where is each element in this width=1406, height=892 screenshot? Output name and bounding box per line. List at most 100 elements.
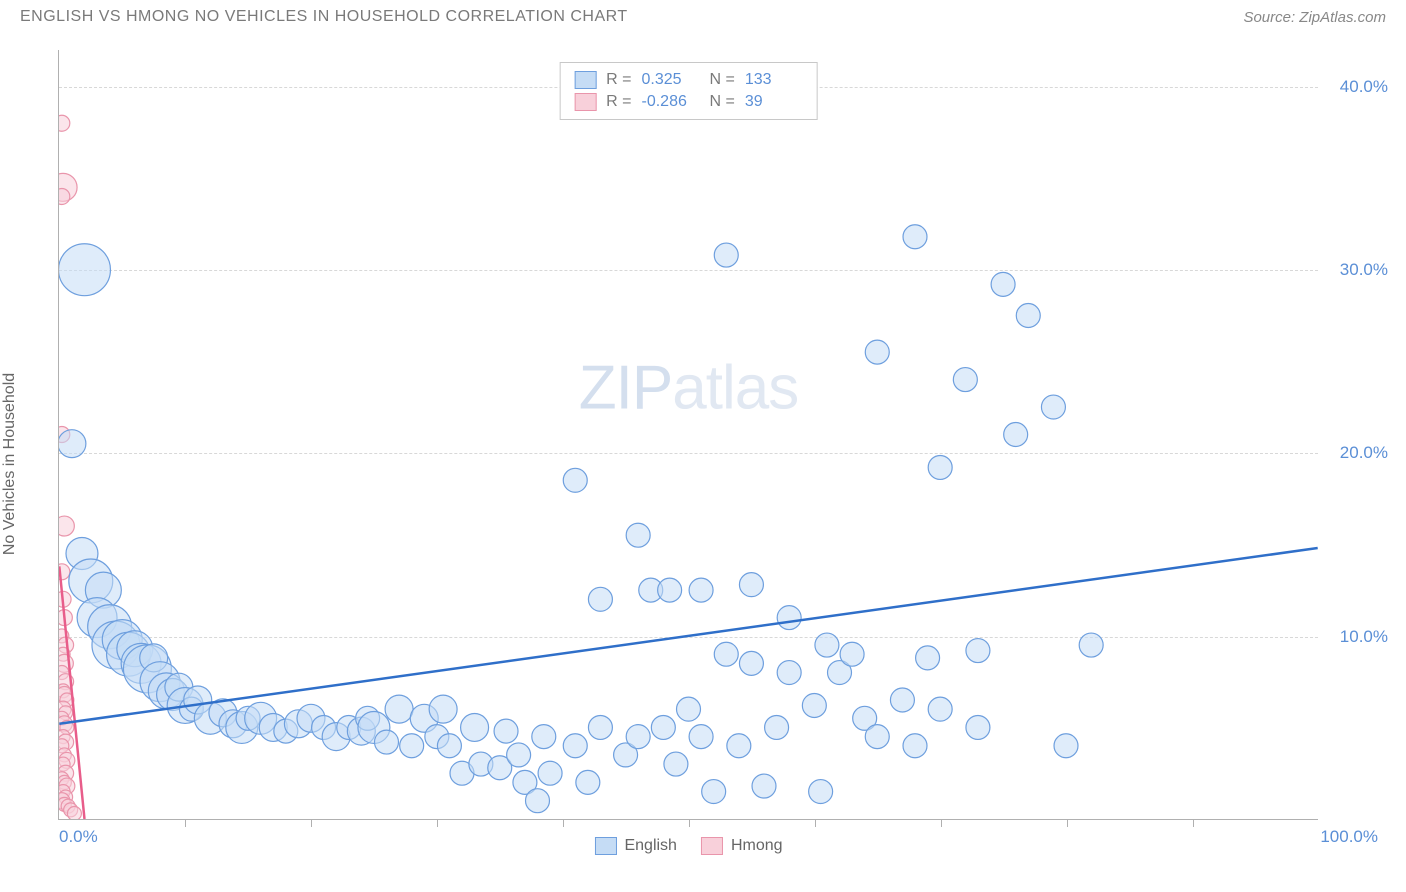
data-point: [928, 455, 952, 479]
data-point: [59, 516, 74, 536]
data-point: [840, 642, 864, 666]
data-point: [658, 578, 682, 602]
data-point: [765, 715, 789, 739]
data-point: [538, 761, 562, 785]
chart-title: ENGLISH VS HMONG NO VEHICLES IN HOUSEHOL…: [20, 8, 628, 26]
chart-header: ENGLISH VS HMONG NO VEHICLES IN HOUSEHOL…: [0, 0, 1406, 32]
x-tick: [185, 819, 186, 827]
x-tick: [1067, 819, 1068, 827]
legend-item-english: English: [594, 837, 676, 855]
x-tick: [1193, 819, 1194, 827]
data-point: [1004, 423, 1028, 447]
data-point: [928, 697, 952, 721]
y-axis-label: No Vehicles in Household: [1, 373, 19, 555]
r-value: -0.286: [642, 93, 700, 111]
chart-source: Source: ZipAtlas.com: [1243, 9, 1386, 26]
plot-area: ZIPatlas R = 0.325 N = 133 R = -0.286 N …: [58, 50, 1318, 820]
data-point: [1079, 633, 1103, 657]
x-tick-label: 0.0%: [59, 827, 98, 847]
data-point: [494, 719, 518, 743]
data-point: [400, 734, 424, 758]
x-tick: [311, 819, 312, 827]
data-point: [576, 770, 600, 794]
legend-item-hmong: Hmong: [701, 837, 783, 855]
x-tick: [941, 819, 942, 827]
data-point: [702, 780, 726, 804]
data-point: [67, 807, 81, 819]
swatch-blue-icon: [594, 837, 616, 855]
data-point: [429, 695, 457, 723]
x-tick: [689, 819, 690, 827]
data-point: [953, 368, 977, 392]
data-point: [59, 188, 70, 204]
data-point: [739, 573, 763, 597]
data-point: [59, 244, 110, 296]
r-label: R =: [606, 71, 631, 89]
data-point: [461, 713, 489, 741]
data-point: [991, 272, 1015, 296]
n-label: N =: [710, 71, 735, 89]
data-point: [532, 725, 556, 749]
scatter-svg: [59, 50, 1318, 819]
data-point: [714, 243, 738, 267]
r-label: R =: [606, 93, 631, 111]
data-point: [802, 693, 826, 717]
data-point: [714, 642, 738, 666]
data-point: [1016, 304, 1040, 328]
data-point: [59, 430, 86, 458]
data-point: [903, 734, 927, 758]
data-point: [916, 646, 940, 670]
data-point: [777, 606, 801, 630]
data-point: [809, 780, 833, 804]
swatch-blue-icon: [574, 71, 596, 89]
data-point: [777, 661, 801, 685]
y-tick-label: 10.0%: [1340, 627, 1388, 647]
legend-label: Hmong: [731, 837, 783, 855]
data-point: [526, 789, 550, 813]
data-point: [689, 578, 713, 602]
swatch-pink-icon: [701, 837, 723, 855]
data-point: [966, 715, 990, 739]
n-value: 133: [745, 71, 803, 89]
stats-row-english: R = 0.325 N = 133: [574, 69, 803, 91]
r-value: 0.325: [642, 71, 700, 89]
data-point: [375, 730, 399, 754]
stats-legend-box: R = 0.325 N = 133 R = -0.286 N = 39: [559, 62, 818, 120]
data-point: [588, 587, 612, 611]
chart-container: No Vehicles in Household ZIPatlas R = 0.…: [20, 40, 1386, 870]
data-point: [865, 725, 889, 749]
x-tick: [563, 819, 564, 827]
data-point: [664, 752, 688, 776]
data-point: [507, 743, 531, 767]
data-point: [588, 715, 612, 739]
data-point: [385, 695, 413, 723]
data-point: [626, 523, 650, 547]
data-point: [626, 725, 650, 749]
data-point: [563, 468, 587, 492]
data-point: [1054, 734, 1078, 758]
data-point: [890, 688, 914, 712]
y-tick-label: 40.0%: [1340, 77, 1388, 97]
y-tick-label: 30.0%: [1340, 260, 1388, 280]
data-point: [563, 734, 587, 758]
data-point: [437, 734, 461, 758]
x-tick: [815, 819, 816, 827]
data-point: [689, 725, 713, 749]
stats-row-hmong: R = -0.286 N = 39: [574, 91, 803, 113]
x-tick-label: 100.0%: [1320, 827, 1378, 847]
legend-label: English: [624, 837, 676, 855]
data-point: [651, 715, 675, 739]
n-value: 39: [745, 93, 803, 111]
data-point: [966, 639, 990, 663]
data-point: [727, 734, 751, 758]
data-point: [903, 225, 927, 249]
data-point: [752, 774, 776, 798]
data-point: [865, 340, 889, 364]
n-label: N =: [710, 93, 735, 111]
swatch-pink-icon: [574, 93, 596, 111]
data-point: [1041, 395, 1065, 419]
bottom-legend: English Hmong: [594, 837, 782, 855]
data-point: [59, 115, 70, 131]
y-tick-label: 20.0%: [1340, 443, 1388, 463]
data-point: [815, 633, 839, 657]
